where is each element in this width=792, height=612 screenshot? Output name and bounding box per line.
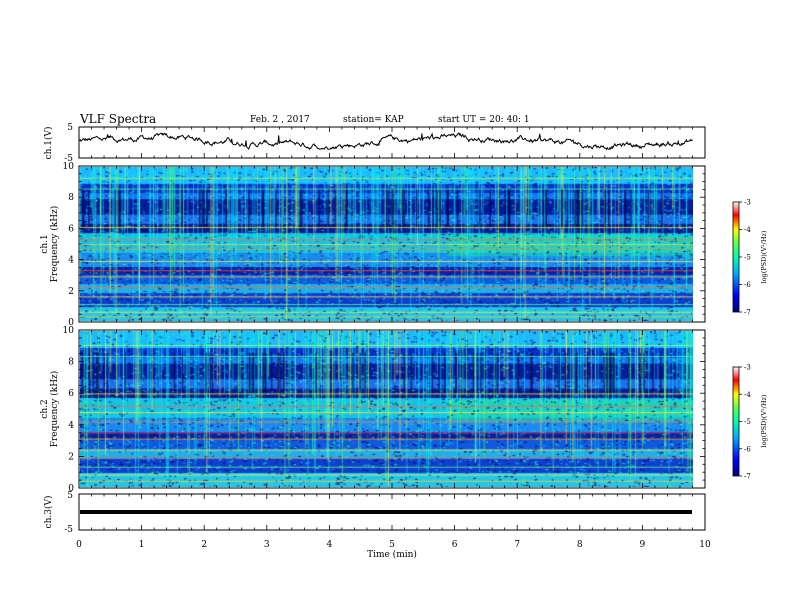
time-axis-tick-labels: 0 1 2 3 4 5 6 7 8 9 10 (76, 540, 711, 550)
station-label: station= KAP (343, 115, 404, 125)
ch1-spectrogram-panel: 0 2 4 6 8 10 ch.1 Frequency (kHz) -3 -4 -5 -6 -7 … (40, 162, 768, 328)
start-time-label: start UT = 20: 40: 1 (438, 115, 530, 125)
ch1-colorbar-tick-label: -4 (744, 226, 751, 234)
ch2-spectrogram-image (80, 331, 693, 487)
ch1-waveform-minor-ticks (78, 127, 706, 158)
ch1-waveform-panel: 5 -5 ch.1(V) (43, 123, 706, 164)
ch1-spectrogram-ticks: 0 2 4 6 8 10 (63, 162, 706, 328)
ch3-waveform-ticks (78, 494, 706, 530)
time-axis-tick-label: 7 (514, 540, 520, 550)
time-axis-tick-label: 1 (139, 540, 145, 550)
ch3-ytick-neg5: -5 (64, 525, 73, 535)
time-axis-tick-label: 5 (389, 540, 395, 550)
ch2-colorbar-scale (732, 366, 740, 477)
ch1-spectrogram-ytick-label: 4 (68, 256, 74, 266)
time-axis-tick-label: 10 (699, 540, 711, 550)
date-label: Feb. 2 , 2017 (250, 115, 310, 125)
ch2-spectrogram-ytick-label: 6 (68, 389, 74, 399)
ch1-spectrogram-ytick-label: 2 (68, 287, 74, 297)
ch2-spectrogram-ytick-label: 2 (68, 452, 74, 462)
time-axis-label: Time (min) (367, 549, 417, 560)
ch1-colorbar-ticks: -3 -4 -5 -6 -7 (739, 199, 751, 317)
ch1-waveform-frame (78, 126, 706, 159)
ch2-colorbar-tick-label: -3 (744, 364, 751, 372)
ch1-colorbar-tick-label: -3 (744, 199, 751, 207)
ch1-spectrogram-ytick-label: 6 (68, 224, 74, 234)
time-axis-tick-label: 4 (327, 540, 333, 550)
time-axis-tick-label: 2 (201, 540, 207, 550)
ch2-colorbar-tick-label: -5 (744, 418, 751, 426)
ch2-spectrogram-ticks: 0 2 4 6 8 10 (63, 326, 706, 494)
ch1-ytick-neg5: -5 (64, 154, 73, 164)
time-axis-tick-label: 0 (76, 540, 82, 550)
ch1-ytick-5: 5 (67, 123, 73, 133)
ch1-spectrogram-ytick-label: 10 (63, 162, 75, 172)
ch1-colorbar-tick-label: -7 (744, 309, 751, 317)
ch2-spectrogram-ylabel-channel: ch.2 (40, 399, 50, 418)
ch2-spectrogram-raster (80, 331, 693, 487)
ch1-spectrogram-raster (80, 167, 693, 321)
time-axis-tick-label: 3 (264, 540, 270, 550)
ch1-colorbar: -3 -4 -5 -6 -7 log(PSD)(V²/Hz) (732, 199, 768, 317)
ch3-waveform-panel: 5 -5 ch.3(V) 0 1 2 3 4 5 6 7 8 9 10 Time (min) (43, 491, 711, 560)
ch1-colorbar-tick-label: -5 (744, 254, 751, 262)
ch3-ytick-5: 5 (67, 491, 73, 501)
ch3-ylabel: ch.3(V) (43, 496, 54, 529)
ch2-colorbar-label: log(PSD)(V²/Hz) (760, 394, 768, 447)
ch1-colorbar-scale (732, 201, 740, 313)
ch3-waveform-trace (80, 510, 692, 514)
ch1-spectrogram-ylabel-channel: ch.1 (40, 234, 50, 253)
time-axis-tick-label: 8 (577, 540, 583, 550)
ch2-colorbar: -3 -4 -5 -6 -7 log(PSD)(V²/Hz) (732, 364, 768, 481)
ch2-spectrogram-ytick-label: 4 (68, 421, 74, 431)
ch2-colorbar-tick-label: -4 (744, 391, 751, 399)
ch1-colorbar-label: log(PSD)(V²/Hz) (760, 230, 768, 283)
ch2-colorbar-ticks: -3 -4 -5 -6 -7 (739, 364, 751, 481)
ch2-colorbar-tick-label: -6 (744, 445, 751, 453)
ch2-spectrogram-ytick-label: 0 (68, 484, 74, 494)
ch1-ylabel: ch.1(V) (43, 127, 54, 160)
ch1-spectrogram-image (80, 167, 693, 321)
ch1-spectrogram-ytick-label: 0 (68, 318, 74, 328)
time-axis-tick-label: 9 (640, 540, 646, 550)
ch2-colorbar-tick-label: -7 (744, 473, 751, 481)
ch1-colorbar-tick-label: -6 (744, 281, 751, 289)
ch2-spectrogram-ytick-label: 10 (63, 326, 75, 336)
ch2-spectrogram-ytick-label: 8 (68, 358, 74, 368)
time-axis-tick-label: 6 (452, 540, 458, 550)
ch2-spectrogram-ylabel-frequency: Frequency (kHz) (49, 371, 60, 448)
ch1-spectrogram-ytick-label: 8 (68, 193, 74, 203)
ch2-spectrogram-panel: 0 2 4 6 8 10 ch.2 Frequency (kHz) -3 -4 -5 -6 -7 … (40, 326, 768, 494)
ch1-waveform-trace (78, 132, 693, 151)
ch1-spectrogram-ylabel-frequency: Frequency (kHz) (49, 206, 60, 283)
figure-title: VLF Spectra (79, 112, 156, 126)
